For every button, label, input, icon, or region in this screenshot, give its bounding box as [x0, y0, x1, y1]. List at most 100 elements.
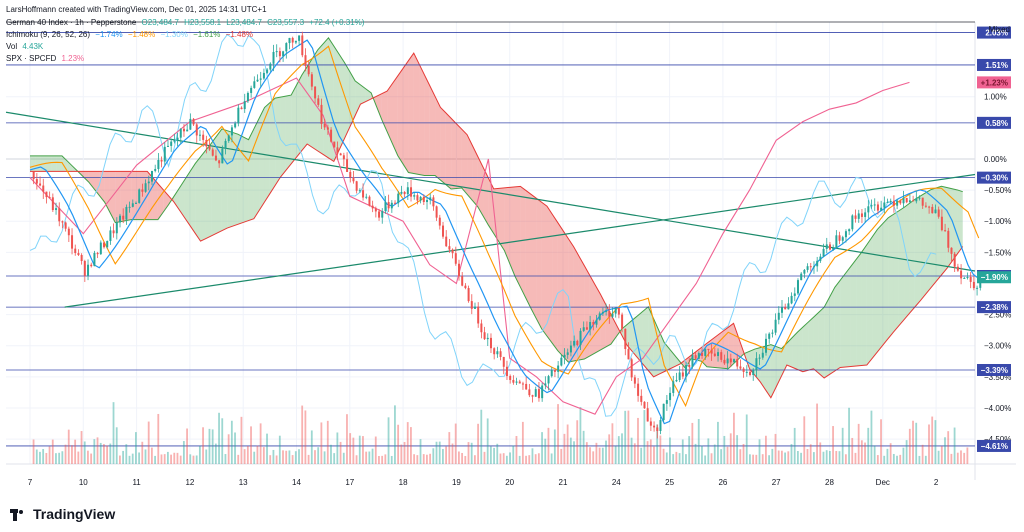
- volume-bar: [310, 430, 313, 464]
- candle-body: [883, 202, 886, 208]
- trendline-up: [64, 173, 976, 308]
- candle: [649, 417, 652, 432]
- x-tick-label: 13: [239, 478, 248, 487]
- legend-ichimoku[interactable]: Ichimoku (9, 26, 52, 26) −1.74% −1.48% −…: [6, 30, 256, 39]
- candle: [144, 179, 147, 193]
- candle: [166, 140, 169, 147]
- candle-body: [349, 171, 352, 178]
- candle-body: [269, 63, 272, 70]
- cloud-segment: [264, 102, 270, 203]
- candle: [448, 239, 451, 253]
- candle-body: [928, 206, 931, 208]
- candle: [857, 209, 860, 223]
- candle-body: [857, 213, 860, 219]
- candle-body: [154, 169, 157, 171]
- candle-body: [601, 312, 604, 314]
- candle-body: [979, 278, 982, 288]
- candle-body: [397, 193, 400, 204]
- candle-body: [320, 104, 323, 124]
- candle-body: [582, 327, 585, 331]
- candle-body: [211, 149, 214, 156]
- candle-body: [355, 181, 358, 191]
- volume-bar: [717, 421, 719, 464]
- candle-body: [419, 196, 422, 201]
- candle: [135, 201, 138, 204]
- candle: [67, 226, 70, 243]
- price-badge-label: +1.23%: [981, 78, 1008, 87]
- volume-bar: [912, 420, 914, 464]
- cloud-segment: [568, 238, 574, 363]
- volume-bar: [541, 432, 543, 464]
- candle: [701, 348, 704, 359]
- candle-body: [761, 352, 764, 358]
- candle-body: [103, 242, 106, 248]
- candle: [876, 201, 879, 215]
- level-badge: −0.30%: [977, 171, 1011, 184]
- cloud-segment: [195, 156, 201, 242]
- cloud-segment: [429, 85, 436, 176]
- volume-bar: [211, 429, 214, 464]
- volume-bar: [90, 453, 93, 464]
- candle-body: [726, 358, 729, 364]
- candle-body: [873, 204, 876, 206]
- candle-body: [518, 381, 521, 384]
- candle-body: [876, 204, 879, 211]
- candle: [323, 118, 326, 131]
- volume-bar: [505, 455, 508, 464]
- volume-bar: [502, 453, 505, 464]
- cloud-segment: [552, 214, 558, 351]
- volume-bar: [640, 447, 643, 464]
- candle-body: [573, 340, 576, 346]
- cloud-segment: [786, 337, 793, 368]
- candle: [681, 365, 684, 380]
- candle-body: [809, 266, 812, 268]
- candle-body: [825, 244, 828, 249]
- scale-mode-label[interactable]: Mixed: [988, 25, 1010, 34]
- cloud-segment: [547, 206, 553, 344]
- candle: [931, 204, 934, 214]
- volume-bar: [416, 455, 419, 464]
- volume-bar: [448, 432, 451, 464]
- candle-body: [509, 376, 512, 380]
- candle-body: [253, 81, 256, 88]
- cloud-segment: [664, 342, 670, 372]
- candle-body: [643, 401, 646, 409]
- candle-body: [768, 333, 771, 339]
- y-tick-label: −1.50%: [984, 248, 1011, 257]
- cloud-segment: [760, 346, 766, 390]
- volume-bar: [122, 450, 125, 464]
- candle: [150, 170, 153, 186]
- candle-body: [688, 365, 691, 367]
- cloud-segment: [243, 136, 249, 223]
- candle-body: [256, 79, 259, 82]
- x-tick-label: 28: [825, 478, 834, 487]
- candle: [189, 113, 192, 130]
- volume-bar: [381, 455, 384, 464]
- cloud-segment: [419, 63, 425, 176]
- legend-volume[interactable]: Vol 4.43K: [6, 42, 46, 51]
- candle-body: [675, 379, 678, 382]
- volume-bar: [160, 454, 163, 464]
- candle-body: [387, 202, 390, 209]
- candle-body: [828, 244, 831, 250]
- candle: [119, 213, 122, 228]
- candle-body: [940, 216, 943, 231]
- volume-bar: [282, 450, 284, 464]
- volume-bar: [186, 428, 188, 464]
- price-chart[interactable]: 1.00% 0.00% −0.50% −1.00% −1.50% −2.50% −3.00%…: [0, 0, 1024, 496]
- change-value: +72.4 (+0.31%): [309, 18, 365, 27]
- volume-bar: [138, 452, 140, 464]
- volume-bar: [729, 433, 732, 464]
- candle: [614, 307, 617, 318]
- volume-bar: [678, 453, 681, 464]
- legend-main[interactable]: German 40 Index · 1h · Pepperstone O23,4…: [6, 18, 367, 27]
- volume-bar: [445, 446, 448, 464]
- volume-bar: [749, 454, 751, 464]
- candle-body: [697, 353, 700, 359]
- candle: [294, 40, 297, 45]
- legend-spx[interactable]: SPX · SPCFD 1.23%: [6, 54, 87, 63]
- tradingview-logo[interactable]: TradingView: [10, 506, 115, 522]
- volume-bar: [828, 450, 831, 464]
- x-tick-label: 26: [718, 478, 727, 487]
- candle-body: [505, 366, 508, 377]
